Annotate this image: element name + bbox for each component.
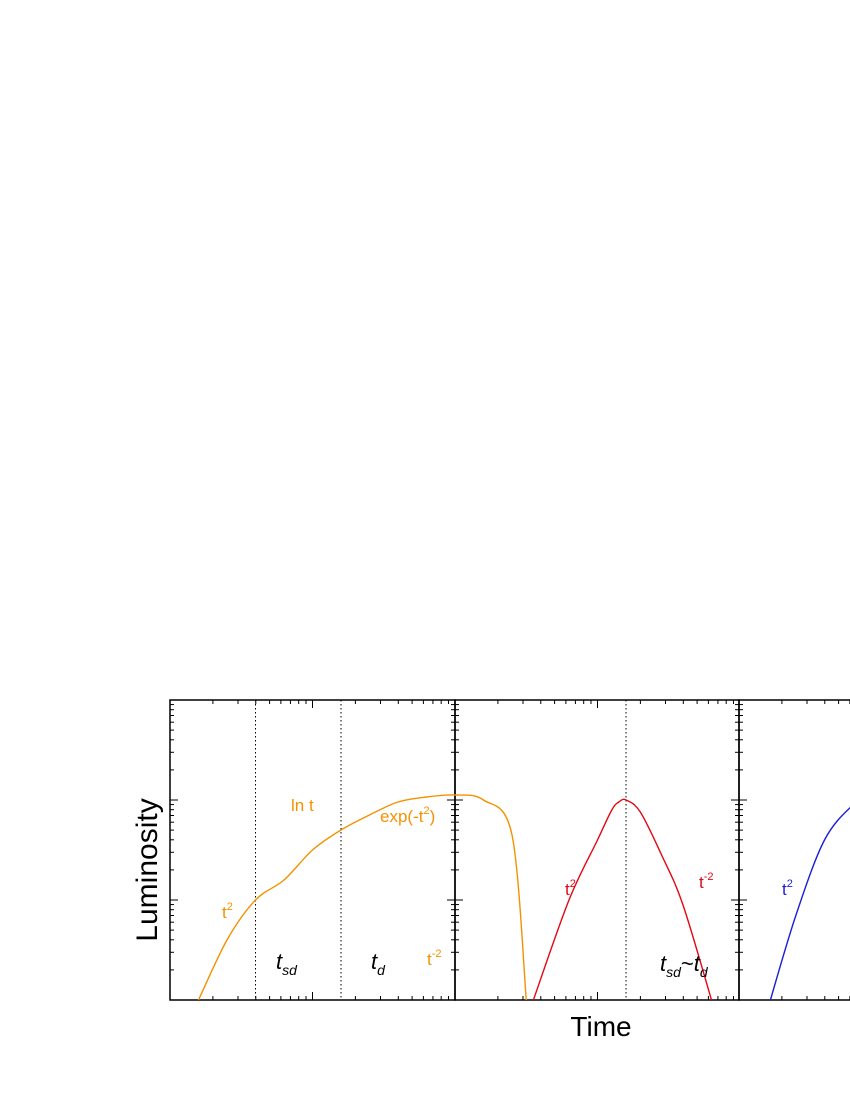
left-annot-lnt: ln t (291, 796, 314, 815)
curve-middle (532, 798, 713, 1001)
curve-right (769, 806, 850, 1001)
left-annot-t2: t2 (222, 901, 233, 922)
y-axis-title: Luminosity (131, 798, 164, 941)
left-label-td: td (371, 949, 386, 978)
middle-label-tsd-td: tsd~td (660, 951, 709, 980)
middle-annot-t-minus2: t-2 (699, 871, 714, 892)
x-axis-title: Time (570, 1011, 631, 1042)
panel-frame-2 (738, 699, 850, 1001)
left-annot-t-minus2: t-2 (427, 948, 442, 969)
left-annot-exp: exp(-t2) (380, 805, 435, 826)
right-annot-t2: t2 (782, 878, 793, 899)
curve-left (197, 794, 527, 1001)
curves (197, 794, 850, 1001)
panel-frames (169, 699, 850, 1001)
middle-annot-t2: t2 (565, 878, 576, 899)
axis-ticks (170, 700, 850, 1000)
left-label-tsd: tsd (276, 949, 298, 978)
